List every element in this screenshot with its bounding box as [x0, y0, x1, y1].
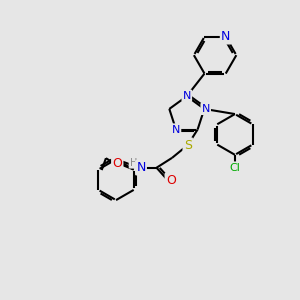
Text: O: O: [166, 174, 176, 187]
Text: O: O: [112, 158, 122, 170]
Text: S: S: [184, 139, 192, 152]
Text: N: N: [202, 104, 210, 114]
Text: N: N: [183, 91, 191, 101]
Text: N: N: [221, 30, 230, 43]
Text: Cl: Cl: [230, 163, 240, 172]
Text: N: N: [172, 124, 180, 134]
Text: N: N: [136, 161, 146, 174]
Text: H: H: [130, 158, 137, 168]
